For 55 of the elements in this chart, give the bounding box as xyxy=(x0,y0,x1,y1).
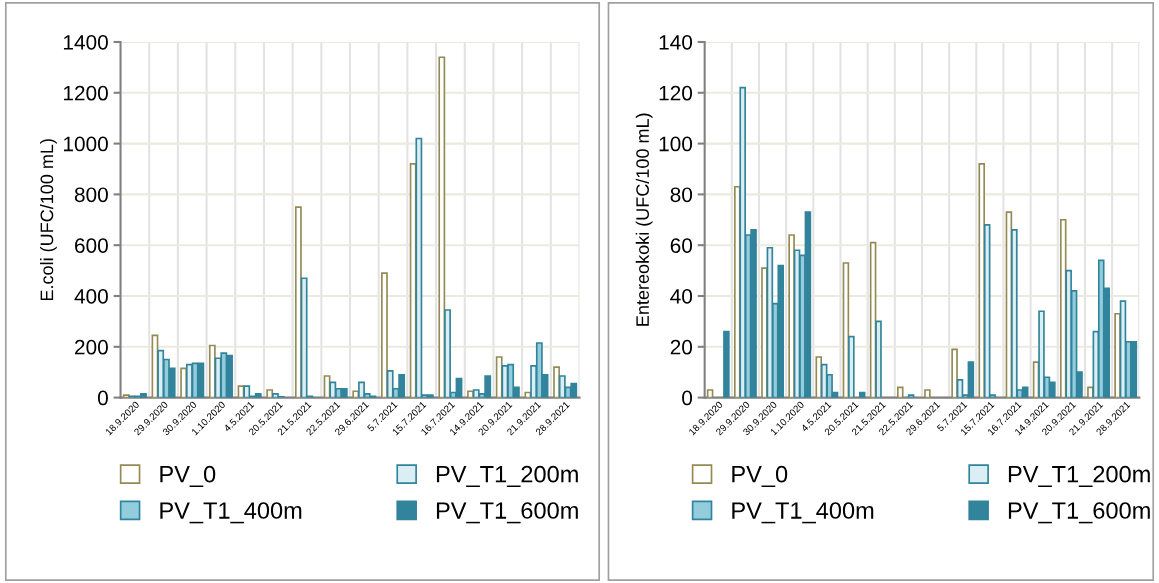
bar xyxy=(415,137,423,398)
y-tick-label: 100 xyxy=(659,136,693,152)
y-tick-label: 40 xyxy=(670,289,693,304)
bar xyxy=(472,389,480,398)
y-tick-label: 800 xyxy=(74,187,108,203)
y-tick-label: 80 xyxy=(670,187,693,203)
bar xyxy=(907,394,915,398)
legend-label: PV_0 xyxy=(732,465,788,488)
bar xyxy=(858,391,866,398)
bar xyxy=(1114,312,1121,398)
legend-label: PV_T1_200m xyxy=(1008,465,1150,488)
legend-label: PV_T1_400m xyxy=(732,502,874,524)
legend-label: PV_T1_600m xyxy=(436,502,578,524)
bar xyxy=(553,366,560,398)
bar xyxy=(122,394,130,398)
bar xyxy=(875,320,882,398)
y-axis-title: E.coli (UFC/100 mL) xyxy=(40,139,57,301)
legend-label: PV_0 xyxy=(160,465,216,488)
y-tick-label: 1400 xyxy=(63,34,108,50)
bar xyxy=(978,163,986,398)
bar xyxy=(706,389,714,398)
y-tick-label: 600 xyxy=(75,238,108,253)
bar xyxy=(208,344,216,398)
y-tick-label: 200 xyxy=(75,339,108,355)
y-tick-label: 20 xyxy=(670,339,693,355)
bar xyxy=(558,375,566,398)
bar xyxy=(381,272,388,398)
bar xyxy=(438,56,446,398)
legend-label: PV_T1_200m xyxy=(436,465,578,488)
y-tick-label: 120 xyxy=(659,85,693,101)
y-tick-label: 0 xyxy=(97,390,108,406)
bar xyxy=(739,86,746,398)
y-tick-label: 140 xyxy=(659,34,693,50)
bar xyxy=(815,356,823,398)
bar xyxy=(495,356,503,398)
bar xyxy=(896,386,904,398)
bar xyxy=(761,267,768,398)
bar xyxy=(294,206,302,398)
bar xyxy=(951,348,958,398)
y-tick-label: 60 xyxy=(670,238,693,253)
bar xyxy=(329,381,337,398)
legend-label: PV_T1_600m xyxy=(1008,502,1150,524)
bar xyxy=(788,234,795,398)
bar xyxy=(266,389,274,398)
bar xyxy=(386,370,394,398)
bar xyxy=(848,335,855,398)
y-tick-label: 400 xyxy=(74,289,108,304)
bar xyxy=(243,385,251,398)
bar xyxy=(924,389,931,398)
bar xyxy=(1011,229,1018,398)
y-tick-label: 1200 xyxy=(63,85,108,101)
y-axis-title: Entereokoki (UFC/100 mL) xyxy=(635,113,653,326)
y-tick-label: 1000 xyxy=(63,136,108,152)
bar xyxy=(723,330,730,398)
legend-label: PV_T1_400m xyxy=(160,502,302,524)
